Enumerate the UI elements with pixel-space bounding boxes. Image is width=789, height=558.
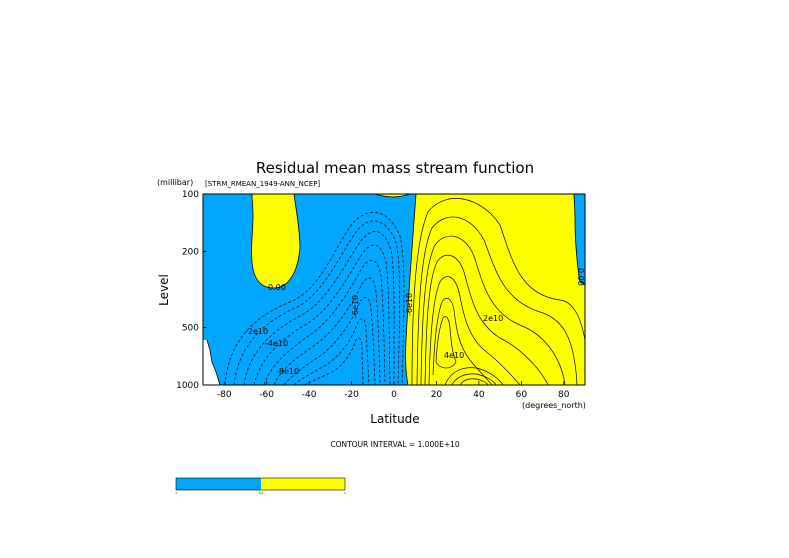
colorbar-positive — [261, 478, 345, 490]
x-axis-label: Latitude — [370, 412, 419, 426]
x-tick-label: -20 — [344, 390, 359, 400]
contour-labels: 0.00 -2e10 -4e10 -6e10 -8e10 2e10 4e10 -… — [245, 268, 585, 376]
negative-contours — [224, 212, 405, 385]
colorbar-frame — [175, 477, 346, 491]
chart-title: Residual mean mass stream function — [256, 159, 534, 177]
colorbar-label: ∞ — [344, 491, 347, 495]
contour-label: -6e10 — [405, 293, 414, 316]
x-units-label: (degrees_north) — [522, 401, 586, 410]
colorbar-label: 0.0 — [259, 491, 264, 495]
plot-area: 0.00 -2e10 -4e10 -6e10 -8e10 2e10 4e10 -… — [203, 194, 585, 385]
negative-fill-south — [203, 194, 416, 385]
x-tick-label: 0 — [391, 390, 397, 400]
chart-subtitle: [STRM_RMEAN_1949-ANN_NCEP] — [205, 180, 320, 188]
contour-label: 0.00 — [576, 268, 585, 286]
colorbar-label: -∞ — [174, 491, 178, 495]
x-tick-label: -60 — [259, 390, 274, 400]
x-axis: -80 -60 -40 -20 0 20 40 60 80 — [217, 381, 570, 400]
contour-label: -6e10 — [351, 295, 360, 318]
y-axis: 100 200 500 1000 — [176, 190, 207, 391]
colorbar-negative — [176, 478, 261, 490]
contour-label: 2e10 — [483, 314, 503, 323]
contour-label: 0.00 — [268, 283, 286, 292]
y-tick-label: 500 — [182, 324, 199, 334]
y-axis-label: Level — [157, 274, 171, 306]
y-tick-label: 200 — [182, 247, 199, 257]
missing-data-fill — [203, 340, 220, 385]
negative-fill-north-edge — [574, 194, 585, 285]
positive-contours — [411, 198, 585, 385]
x-tick-label: -40 — [302, 390, 317, 400]
contour-label: -8e10 — [276, 367, 299, 376]
y-tick-label: 100 — [182, 190, 199, 200]
y-tick-label: 1000 — [176, 381, 199, 391]
contour-label: -4e10 — [265, 339, 288, 348]
x-tick-label: -80 — [217, 390, 232, 400]
x-tick-label: 20 — [431, 390, 443, 400]
x-tick-label: 80 — [558, 390, 570, 400]
x-tick-label: 40 — [473, 390, 485, 400]
contour-interval-text: CONTOUR INTERVAL = 1.000E+10 — [330, 440, 460, 449]
x-tick-label: 60 — [516, 390, 528, 400]
colorbar: -∞ 0.0 ∞ — [174, 477, 347, 495]
y-units-label: (millibar) — [157, 178, 193, 187]
contour-label: 4e10 — [444, 351, 464, 360]
contour-label: -2e10 — [245, 327, 268, 336]
zero-contour — [206, 194, 585, 385]
